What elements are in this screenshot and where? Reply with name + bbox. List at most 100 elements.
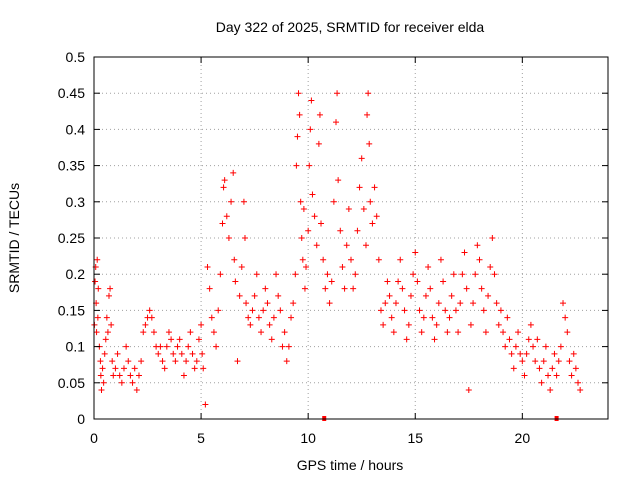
data-point xyxy=(300,206,307,213)
data-point xyxy=(206,285,213,292)
data-point xyxy=(221,177,228,184)
data-point xyxy=(459,271,466,278)
data-point xyxy=(444,329,451,336)
data-point xyxy=(337,227,344,234)
data-point xyxy=(294,133,301,140)
data-point xyxy=(538,379,545,386)
data-point xyxy=(125,358,132,365)
data-point xyxy=(339,263,346,270)
data-point xyxy=(536,365,543,372)
data-point xyxy=(491,271,498,278)
data-point xyxy=(95,285,102,292)
data-point xyxy=(228,198,235,205)
data-point xyxy=(102,336,109,343)
data-point xyxy=(238,263,245,270)
data-point xyxy=(306,162,313,169)
data-point xyxy=(467,321,474,328)
data-point xyxy=(217,271,224,278)
data-point xyxy=(303,263,310,270)
x-tick-label: 15 xyxy=(407,430,423,446)
data-point xyxy=(191,365,198,372)
data-point xyxy=(506,336,513,343)
data-point xyxy=(470,300,477,307)
data-point xyxy=(213,343,220,350)
y-axis-label: SRMTID / TECUs xyxy=(6,183,22,293)
data-point xyxy=(258,329,265,336)
data-point xyxy=(555,358,562,365)
data-point xyxy=(482,329,489,336)
data-point xyxy=(577,387,584,394)
data-point xyxy=(268,336,275,343)
data-point xyxy=(371,184,378,191)
data-point xyxy=(405,321,412,328)
data-point xyxy=(293,162,300,169)
data-point xyxy=(127,372,134,379)
data-point xyxy=(298,235,305,241)
data-point xyxy=(557,343,564,350)
data-point xyxy=(251,292,258,299)
data-point xyxy=(283,358,290,365)
data-point xyxy=(200,365,207,372)
x-tick-label: 10 xyxy=(300,430,316,446)
data-point xyxy=(519,358,526,365)
data-point xyxy=(281,329,288,336)
data-point xyxy=(375,256,382,263)
data-point xyxy=(131,365,138,372)
data-point xyxy=(523,350,530,357)
data-point xyxy=(135,372,142,379)
data-point xyxy=(231,256,238,263)
data-point xyxy=(273,271,280,278)
data-point xyxy=(97,358,104,365)
data-point xyxy=(407,292,414,299)
x-axis-label: GPS time / hours xyxy=(297,457,404,473)
data-point xyxy=(427,285,434,292)
data-point xyxy=(534,336,541,343)
data-point xyxy=(465,387,472,394)
data-point xyxy=(232,278,239,285)
data-point xyxy=(431,336,438,343)
data-point xyxy=(508,350,515,357)
data-point xyxy=(547,387,554,394)
data-point xyxy=(364,111,371,118)
data-point xyxy=(418,329,425,336)
data-point xyxy=(435,300,442,307)
data-point xyxy=(288,314,295,321)
data-point xyxy=(270,314,277,321)
data-point xyxy=(328,278,335,285)
data-point xyxy=(266,321,273,328)
data-point xyxy=(410,271,417,278)
data-point xyxy=(575,379,582,386)
data-point xyxy=(178,350,185,357)
data-point xyxy=(159,358,166,365)
data-point xyxy=(369,220,376,227)
data-point xyxy=(148,314,155,321)
data-point xyxy=(253,271,260,278)
data-point xyxy=(290,300,297,307)
data-point xyxy=(309,191,316,198)
data-point xyxy=(388,314,395,321)
data-point xyxy=(478,285,485,292)
data-point xyxy=(198,321,205,328)
data-point xyxy=(330,198,337,205)
data-point xyxy=(572,365,579,372)
grid xyxy=(94,57,608,419)
data-point xyxy=(352,271,359,278)
data-point xyxy=(108,321,115,328)
data-point xyxy=(420,314,427,321)
data-point xyxy=(308,97,315,104)
data-point xyxy=(395,278,402,285)
data-point xyxy=(100,379,107,386)
data-point xyxy=(326,300,333,307)
data-point xyxy=(414,278,421,285)
data-point xyxy=(98,387,105,394)
data-point xyxy=(305,227,312,234)
data-point xyxy=(382,300,389,307)
data-point xyxy=(296,111,303,118)
data-point xyxy=(116,372,123,379)
data-point xyxy=(455,329,462,336)
data-point xyxy=(452,307,459,314)
y-tick-label: 0.25 xyxy=(58,230,85,246)
data-point xyxy=(208,314,215,321)
data-point xyxy=(360,206,367,213)
data-point xyxy=(495,321,502,328)
